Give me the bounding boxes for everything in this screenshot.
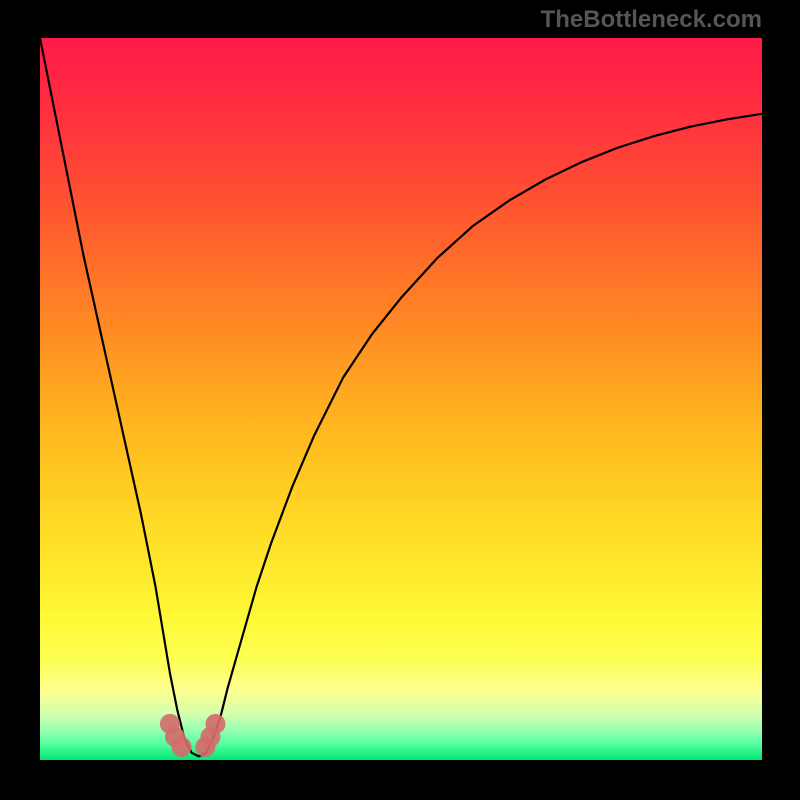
watermark-text: TheBottleneck.com xyxy=(541,6,762,34)
dip-marker xyxy=(205,714,225,734)
bottleneck-curve xyxy=(40,38,762,756)
chart-container: TheBottleneck.com xyxy=(0,0,800,800)
curve-layer xyxy=(0,0,800,800)
dip-marker xyxy=(172,737,192,757)
